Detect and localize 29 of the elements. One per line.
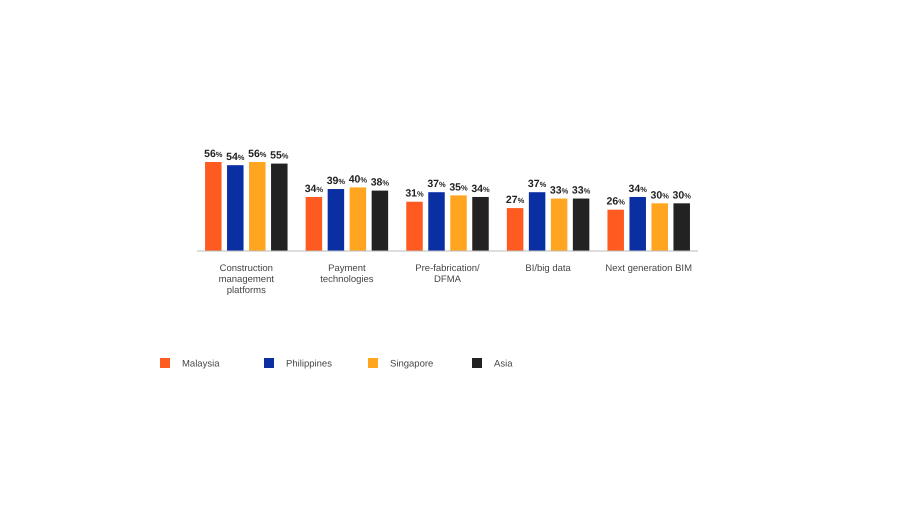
bar [328,189,344,251]
x-tick-label: Next generation BIM [605,263,692,274]
bar [306,196,322,251]
legend-label: Singapore [390,358,434,370]
bar [372,190,388,251]
bar [528,192,546,251]
bar [572,198,590,251]
bar [651,203,668,251]
bar [428,192,445,251]
bar [406,202,423,251]
bar [227,165,244,251]
bar [472,196,489,251]
bar [350,187,366,251]
bar [607,210,624,251]
bar [249,162,266,251]
bar [673,203,690,251]
bar [550,198,568,251]
bar [450,195,467,251]
x-tick-label: Payment technologies [320,263,374,285]
bar [205,162,222,251]
legend-label: Asia [494,358,514,370]
bar [629,196,646,251]
legend-label: Philippines [286,358,332,370]
x-tick-label: Construction management platforms [218,263,274,296]
bar [506,208,524,251]
x-tick-label: Pre-fabrication/ DFMA [415,263,480,285]
bar [271,164,288,251]
x-tick-label: BI/big data [525,263,572,274]
legend-label: Malaysia [182,358,220,370]
